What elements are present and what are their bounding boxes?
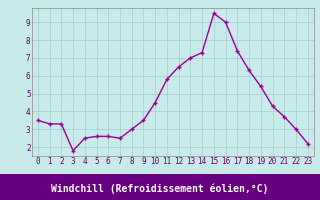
Text: Windchill (Refroidissement éolien,°C): Windchill (Refroidissement éolien,°C)	[51, 184, 269, 194]
